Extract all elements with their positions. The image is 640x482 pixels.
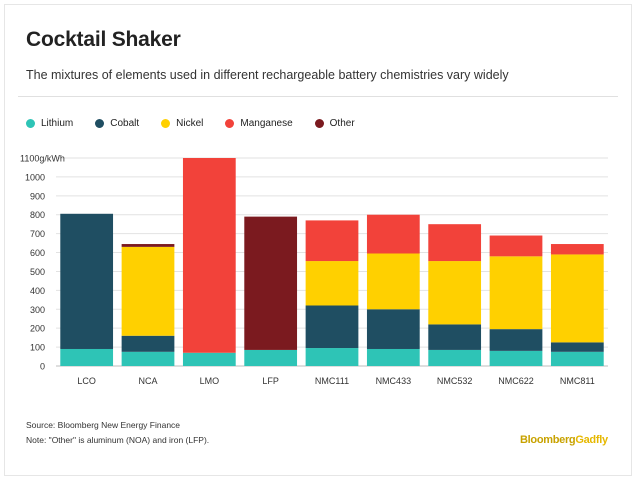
bar-segment-other (121, 244, 175, 247)
x-tick-label: LFP (262, 376, 279, 386)
bar-segment-manganese (182, 158, 236, 353)
y-tick-label: 300 (30, 305, 45, 315)
bar-segment-cobalt (428, 324, 482, 350)
bar-segment-lithium (366, 348, 420, 366)
y-tick-label: 800 (30, 210, 45, 220)
bar-segment-manganese (366, 214, 420, 254)
bar-segment-manganese (550, 244, 604, 255)
bar-segment-cobalt (60, 213, 114, 349)
bar-segment-nickel (489, 256, 543, 330)
brand-part-1: Bloomberg (520, 434, 576, 446)
bar-segment-lithium (182, 352, 236, 366)
legend-item-other: Other (314, 118, 355, 129)
bar-segment-other (244, 216, 298, 350)
legend-label-lithium: Lithium (41, 118, 74, 129)
legend-label-nickel: Nickel (176, 118, 204, 129)
bar-segment-nickel (550, 254, 604, 343)
bar-segment-lithium (244, 349, 298, 366)
bar-segment-cobalt (489, 329, 543, 351)
bar-segment-cobalt (366, 309, 420, 349)
legend-swatch-other (314, 119, 324, 128)
footnote: Note: "Other" is aluminum (NOA) and iron… (26, 435, 210, 445)
legend: Lithium Cobalt Nickel Manganese Other (26, 118, 377, 129)
bar-segment-lithium (489, 350, 543, 366)
x-tick-label: NMC433 (376, 376, 412, 386)
y-tick-label: 100 (30, 343, 45, 353)
bar-segment-lithium (305, 348, 359, 366)
bar-segment-lithium (121, 351, 175, 366)
bar-segment-cobalt (305, 305, 359, 349)
x-tick-label: NMC622 (498, 376, 534, 386)
legend-item-cobalt: Cobalt (95, 118, 139, 129)
y-tick-label: 500 (30, 267, 45, 277)
bar-segment-nickel (428, 261, 482, 325)
y-tick-label: 400 (30, 286, 45, 296)
chart-title: Cocktail Shaker (26, 28, 181, 51)
y-tick-label: 200 (30, 324, 45, 334)
y-tick-label: 0 (40, 362, 45, 372)
bar-segment-lithium (428, 349, 482, 366)
legend-label-cobalt: Cobalt (110, 118, 140, 129)
bar-segment-nickel (305, 261, 359, 306)
x-tick-label: NMC111 (315, 376, 349, 386)
header-divider (18, 96, 618, 97)
brand-logo: BloombergGadfly (520, 434, 608, 446)
legend-item-lithium: Lithium (26, 118, 73, 129)
y-tick-label: 900 (30, 191, 45, 201)
x-tick-label: NCA (138, 376, 157, 386)
bar-segment-cobalt (121, 335, 175, 352)
y-tick-label: 700 (30, 229, 45, 239)
x-tick-label: LMO (200, 376, 220, 386)
bar-segment-nickel (121, 246, 175, 336)
x-tick-label: LCO (77, 376, 96, 386)
legend-label-other: Other (329, 118, 355, 129)
chart-frame (4, 4, 632, 476)
bar-segment-manganese (428, 224, 482, 262)
chart-subtitle: The mixtures of elements used in differe… (26, 68, 509, 82)
legend-item-nickel: Nickel (161, 118, 203, 129)
brand-part-2: Gadfly (575, 434, 608, 446)
bar-segment-lithium (60, 348, 114, 366)
y-tick-label: 1000 (25, 172, 45, 182)
x-tick-label: NMC532 (437, 376, 473, 386)
bar-segment-nickel (366, 253, 420, 310)
legend-item-manganese: Manganese (225, 118, 293, 129)
bar-segment-manganese (305, 220, 359, 262)
y-unit-label: 1100g/kWh (20, 154, 65, 164)
source-note: Source: Bloomberg New Energy Finance (26, 420, 181, 430)
bar-segment-cobalt (550, 342, 604, 352)
legend-label-manganese: Manganese (240, 118, 293, 129)
bar-segment-manganese (489, 235, 543, 257)
bar-segment-lithium (550, 351, 604, 366)
legend-swatch-lithium (26, 119, 35, 128)
x-tick-label: NMC811 (560, 376, 595, 386)
y-tick-label: 600 (30, 248, 45, 258)
legend-swatch-manganese (225, 119, 235, 128)
legend-swatch-nickel (161, 119, 171, 128)
legend-swatch-cobalt (95, 119, 105, 128)
